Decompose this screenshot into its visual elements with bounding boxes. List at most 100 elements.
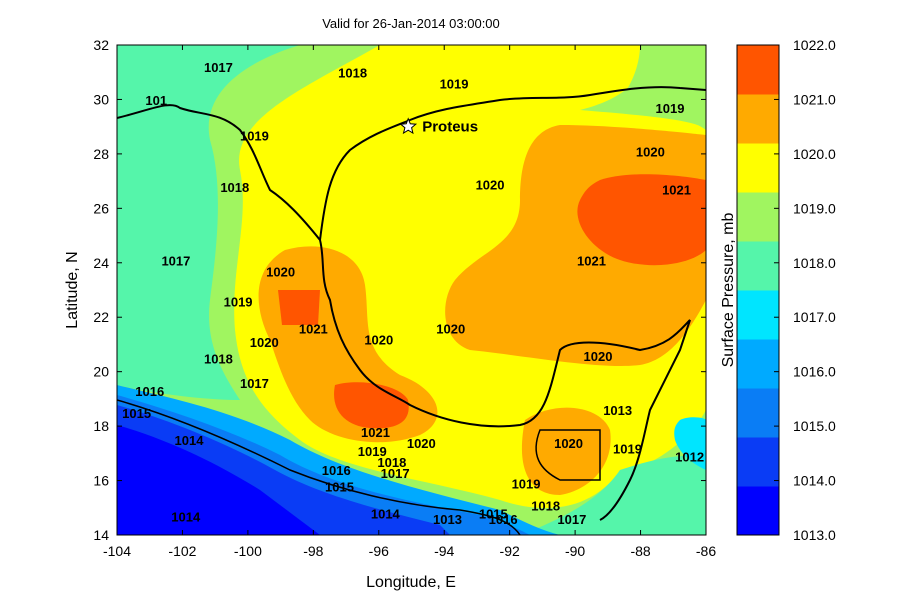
contour-label: 1012 bbox=[675, 450, 704, 465]
plot-frame bbox=[116, 44, 707, 536]
border-line bbox=[535, 429, 601, 481]
colorbar-tick-label: 1017.0 bbox=[793, 309, 836, 325]
contour-label: 1015 bbox=[325, 479, 354, 494]
contour-label: 1021 bbox=[299, 322, 328, 337]
contour-label: 1017 bbox=[161, 254, 190, 269]
x-tick-label: -96 bbox=[369, 543, 389, 559]
contour-label-layer: 1017 101810191011019101910201021102010181… bbox=[122, 60, 704, 527]
colorbar-tick-label: 1020.0 bbox=[793, 146, 836, 162]
colorbar-ticks: 1013.0 1014.0 1015.0 1016.0 1017.0 1018.0 1019… bbox=[774, 37, 836, 543]
contour-label: 1020 bbox=[250, 335, 279, 350]
x-axis-ticks: -104 -102 -100 -98 -96 -94 -92 -90 -88 -86 bbox=[103, 45, 716, 559]
contour-label: 1019 bbox=[240, 128, 269, 143]
contour-label: 1019 bbox=[656, 101, 685, 116]
y-tick-label: 16 bbox=[93, 473, 109, 489]
colorbar-label: Surface Pressure, mb bbox=[720, 213, 737, 368]
contour-label: 1020 bbox=[407, 436, 436, 451]
colorbar-tick-label: 1016.0 bbox=[793, 364, 836, 380]
contour-label: 1018 bbox=[220, 180, 249, 195]
y-tick-label: 18 bbox=[93, 418, 109, 434]
contour-label: 1020 bbox=[266, 264, 295, 279]
contour-label: 1018 bbox=[204, 352, 233, 367]
contour-label: 1015 bbox=[122, 406, 151, 421]
colorbar-swatch bbox=[737, 241, 779, 291]
contour-label: 1020 bbox=[554, 436, 583, 451]
colorbar-swatch bbox=[737, 486, 779, 536]
star-icon bbox=[399, 117, 418, 135]
chart-title: Valid for 26-Jan-2014 03:00:00 bbox=[322, 16, 500, 31]
coastline-us-gulf bbox=[319, 86, 706, 241]
y-tick-label: 30 bbox=[93, 91, 109, 107]
contour-label: 1014 bbox=[171, 509, 201, 524]
contour-label: 1013 bbox=[433, 512, 462, 527]
contour-label: 1016 bbox=[322, 463, 351, 478]
x-tick-label: -92 bbox=[500, 543, 520, 559]
y-tick-label: 22 bbox=[93, 309, 109, 325]
location-marker: Proteus bbox=[399, 117, 478, 136]
colorbar-swatch bbox=[737, 192, 779, 242]
contour-label: 1019 bbox=[358, 444, 387, 459]
colorbar-tick-label: 1014.0 bbox=[793, 473, 836, 489]
contour-label: 1014 bbox=[371, 507, 401, 522]
colorbar bbox=[737, 45, 779, 536]
y-tick-label: 32 bbox=[93, 37, 109, 53]
colorbar-swatch bbox=[737, 143, 779, 193]
colorbar-swatch bbox=[737, 94, 779, 144]
x-tick-label: -104 bbox=[103, 543, 131, 559]
colorbar-tick-label: 1015.0 bbox=[793, 418, 836, 434]
colorbar-swatch bbox=[737, 45, 779, 95]
contour-label: 1020 bbox=[436, 322, 465, 337]
plot-area: 1017 101810191011019101910201021102010181… bbox=[117, 45, 706, 535]
contour-label: 1020 bbox=[636, 145, 665, 160]
contour-label: 1017 bbox=[381, 466, 410, 481]
x-tick-label: -100 bbox=[234, 543, 262, 559]
colorbar-swatch bbox=[737, 290, 779, 340]
y-tick-label: 26 bbox=[93, 200, 109, 216]
contour-label: 1014 bbox=[175, 433, 205, 448]
contour-label: 1016 bbox=[135, 384, 164, 399]
contour-label: 1019 bbox=[440, 77, 469, 92]
band-1017-east-coast bbox=[674, 417, 706, 470]
y-axis-ticks: 14 16 18 20 22 24 26 28 30 32 bbox=[93, 37, 706, 543]
contour-label: 1016 bbox=[489, 512, 518, 527]
colorbar-swatch bbox=[737, 388, 779, 438]
colorbar-tick-label: 1022.0 bbox=[793, 37, 836, 53]
y-tick-label: 28 bbox=[93, 146, 109, 162]
y-axis-label: Latitude, N bbox=[64, 251, 81, 328]
band-1016-17-southeast bbox=[520, 455, 706, 535]
y-tick-label: 24 bbox=[93, 255, 109, 271]
contour-label: 1015 bbox=[479, 507, 508, 522]
contour-label: 1018 bbox=[531, 499, 560, 514]
contour-label: 1018 bbox=[338, 66, 367, 81]
x-tick-label: -90 bbox=[565, 543, 585, 559]
colorbar-tick-label: 1021.0 bbox=[793, 91, 836, 107]
contour-label: 101 bbox=[145, 93, 167, 108]
contour-label: 1020 bbox=[476, 177, 505, 192]
x-tick-label: -94 bbox=[434, 543, 454, 559]
x-tick-label: -102 bbox=[168, 543, 196, 559]
colorbar-tick-label: 1018.0 bbox=[793, 255, 836, 271]
x-axis-label: Longitude, E bbox=[366, 574, 456, 591]
coastline-pacific bbox=[117, 399, 521, 535]
band-1022-east bbox=[577, 174, 706, 266]
contour-label: 1019 bbox=[224, 294, 253, 309]
band-1013-south bbox=[117, 425, 320, 535]
contour-label: 1021 bbox=[577, 254, 606, 269]
y-tick-label: 20 bbox=[93, 364, 109, 380]
contour-label: 1019 bbox=[613, 441, 642, 456]
colorbar-swatch bbox=[737, 339, 779, 389]
colorbar-tick-label: 1013.0 bbox=[793, 527, 836, 543]
contour-label: 1019 bbox=[512, 477, 541, 492]
colorbar-frame bbox=[736, 44, 780, 536]
x-tick-label: -86 bbox=[696, 543, 716, 559]
contour-label: 1020 bbox=[584, 349, 613, 364]
contour-label: 1021 bbox=[662, 183, 691, 198]
x-tick-label: -88 bbox=[630, 543, 650, 559]
contour-label: 1017 bbox=[204, 60, 233, 75]
contour-label: 1017 bbox=[240, 376, 269, 391]
colorbar-swatch bbox=[737, 437, 779, 487]
band-1018-west bbox=[117, 45, 300, 400]
x-tick-label: -98 bbox=[303, 543, 323, 559]
contour-label: 1017 bbox=[557, 512, 586, 527]
